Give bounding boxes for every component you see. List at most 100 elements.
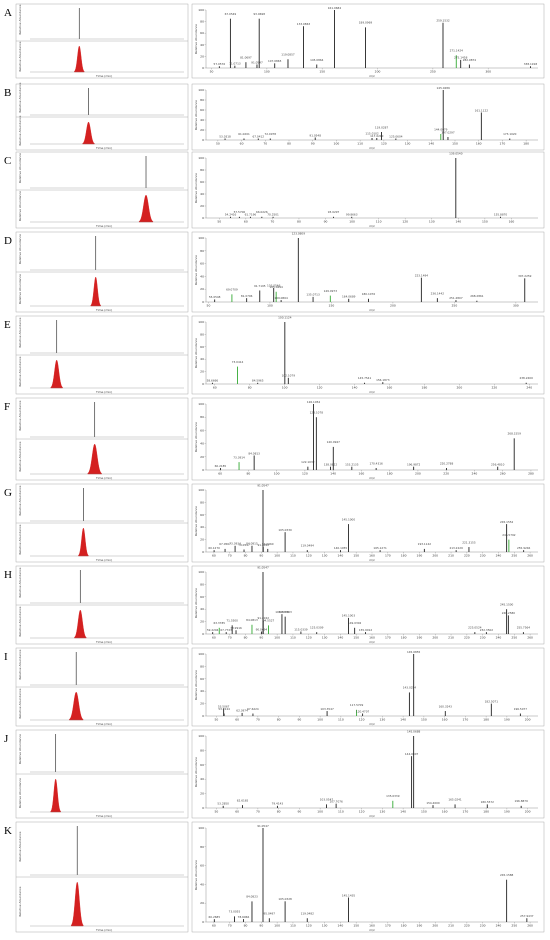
spectrum-ylabel: Relative Abundance	[194, 757, 198, 787]
y-tick-label: 60	[200, 763, 204, 767]
ms-peak-label: 103.0546	[267, 284, 281, 288]
y-tick-label: 0	[202, 216, 204, 220]
ms-peak-label: 103.0339	[275, 610, 289, 614]
ms-peak-label: 140.0947	[327, 440, 341, 444]
ms-peak-label: 115.0102	[365, 131, 379, 135]
spectrum-frame	[191, 151, 545, 229]
x-tick-label: 100	[274, 636, 280, 640]
x-tick-label: 60	[212, 924, 216, 928]
x-tick-label: 80	[246, 472, 250, 476]
y-tick-label: 0	[202, 468, 204, 472]
x-tick-label: 100	[317, 810, 323, 814]
ms-peak-label: 189.0969	[359, 21, 373, 25]
ms-peak-label: 67.0567	[219, 542, 231, 546]
x-tick-label: 60	[240, 142, 244, 146]
ms-peak-label: 145.1003	[342, 614, 356, 618]
ms-peak-label: 125.0604	[389, 134, 403, 138]
ms-peak-label: 245.1500	[500, 603, 514, 607]
y-tick-label: 40	[200, 689, 204, 693]
x-tick-label: 180	[387, 472, 393, 476]
y-tick-label: 60	[200, 31, 204, 35]
x-tick-label: 50	[207, 304, 211, 308]
spectrum-panel: 0 20 40 60 80 100 50 100 150 200 250 300 m/z Relative…	[191, 231, 545, 313]
x-tick-label: 220	[464, 636, 470, 640]
ms-peak-label: 180.5572	[481, 800, 495, 804]
chrom-lower-ylabel: Relative Abundance	[18, 356, 22, 386]
ms-peak-label: 62.6165	[237, 798, 249, 802]
y-tick-label: 100	[198, 320, 204, 324]
ms-peak-label: 73.3914	[233, 455, 245, 459]
ms-peak-label: 94.0660	[262, 542, 274, 546]
x-tick-label: 240	[496, 636, 502, 640]
y-tick-label: 100	[198, 88, 204, 92]
ms-peak-label: 145.1435	[342, 893, 356, 897]
ms-peak-label: 193.1142	[418, 542, 432, 546]
spectrum-xlabel: m/z	[369, 390, 375, 394]
x-tick-label: 50	[214, 810, 218, 814]
y-tick-label: 60	[200, 864, 204, 868]
chromatogram-panel: Relative Abundance Relative Abundance Time…	[15, 397, 189, 481]
spectrum-panel: 0 20 40 60 80 100 50 60 70 80 90 100 110 120 130 140 150…	[191, 83, 545, 151]
x-tick-label: 120	[306, 554, 312, 558]
y-tick-label: 20	[200, 287, 204, 291]
x-tick-label: 70	[263, 142, 267, 146]
y-tick-label: 40	[200, 882, 204, 886]
spectrum-frame	[191, 647, 545, 727]
spectrum-ylabel: Relative Abundance	[194, 173, 198, 203]
x-tick-label: 300	[485, 70, 491, 74]
ms-peak-label: 57.5706	[234, 210, 246, 214]
chrom-xlabel: Time (min)	[95, 224, 112, 228]
ms-peak-label: 57.0576	[214, 62, 226, 66]
row-c: C Relative Abundance Relative Abundance Tim…	[4, 151, 545, 229]
x-tick-label: 140	[400, 810, 406, 814]
ms-peak-label: 71.5500	[226, 619, 238, 623]
x-tick-label: 190	[504, 810, 510, 814]
x-tick-label: 90	[311, 142, 315, 146]
row-label: I	[4, 651, 8, 663]
ms-peak-label: 58.6666	[207, 379, 219, 383]
x-tick-label: 200	[457, 386, 463, 390]
ms-peak-label: 220.2788	[440, 461, 454, 465]
y-tick-label: 80	[200, 748, 204, 752]
x-tick-label: 190	[417, 554, 423, 558]
ms-peak-label: 165.1271	[373, 546, 387, 550]
ms-peak-label: 257.9437	[520, 914, 534, 918]
x-tick-label: 150	[353, 554, 359, 558]
x-tick-label: 110	[338, 810, 344, 814]
ms-peak-label: 135.0713	[306, 293, 320, 297]
spectrum-panel: 0 20 40 60 80 100 60 80 100 120 140 160 180 200 220 240…	[191, 397, 545, 481]
x-tick-label: 100	[282, 386, 288, 390]
chrom-lower-ylabel: Relative Abundance	[18, 41, 22, 71]
ms-peak-label: 67.0549	[225, 12, 237, 16]
x-tick-label: 90	[259, 554, 263, 558]
x-tick-label: 150	[319, 70, 325, 74]
y-tick-label: 80	[200, 249, 204, 253]
spectrum-xlabel: m/z	[369, 640, 375, 644]
y-tick-label: 80	[200, 500, 204, 504]
chrom-lower-ylabel: Relative Abundance	[18, 886, 22, 916]
chromatogram-panel: Relative Abundance Relative Abundance Time…	[15, 82, 189, 151]
x-tick-label: 180	[422, 386, 428, 390]
x-tick-label: 150	[421, 810, 427, 814]
x-tick-label: 210	[448, 636, 454, 640]
x-tick-label: 80	[248, 386, 252, 390]
ms-peak-label: 91.2022	[257, 616, 269, 620]
x-tick-label: 260	[527, 924, 533, 928]
spectrum-ylabel: Relative Abundance	[194, 100, 198, 130]
y-tick-label: 80	[200, 98, 204, 102]
y-tick-label: 100	[198, 488, 204, 492]
ms-peak-label: 55.0548	[209, 295, 221, 299]
ms-peak-label: 60.2685	[209, 915, 221, 919]
row-label: C	[4, 155, 11, 167]
y-tick-label: 0	[202, 66, 204, 70]
spectrum-xlabel: m/z	[369, 476, 375, 480]
row-b: B Relative Abundance Relative Abundance Tim…	[4, 82, 545, 151]
chrom-xlabel: Time (min)	[95, 390, 112, 394]
ms-peak-label: 84.0813	[248, 451, 260, 455]
ms-peak-label: 119.0857	[281, 53, 295, 57]
x-tick-label: 180	[401, 924, 407, 928]
row-label: K	[4, 825, 12, 837]
ms-peak-label: 180.1076	[362, 292, 376, 296]
x-tick-label: 60	[218, 472, 222, 476]
chromatogram-panel: Relative Abundance Relative Abundance Time…	[15, 3, 189, 79]
